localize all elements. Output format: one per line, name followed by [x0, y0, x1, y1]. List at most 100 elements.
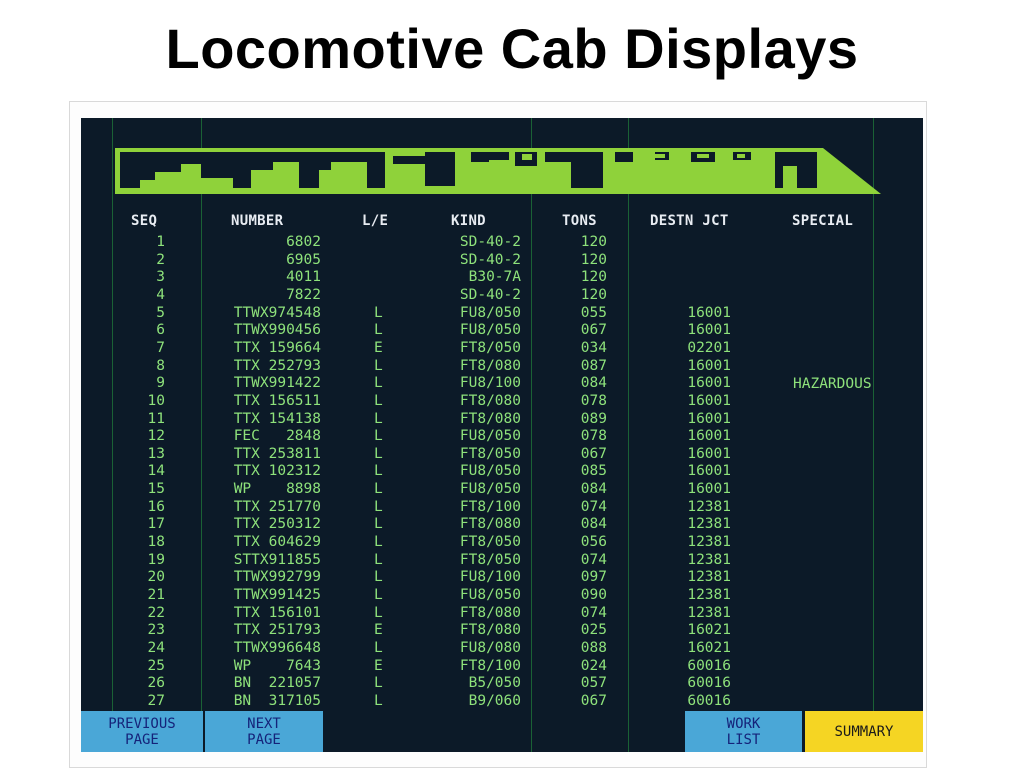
row-kind: FU8/050 — [459, 322, 521, 339]
row-destn-jct: 16001 — [687, 463, 731, 480]
row-number: WP 8898 — [233, 481, 321, 498]
row-number: TTWX974548 — [233, 304, 321, 321]
column-header-destn-jct: DESTN JCT — [650, 213, 729, 229]
row-kind: FT8/080 — [459, 392, 521, 409]
row-destn-jct: 02201 — [687, 339, 731, 356]
table-row: 2 6905 SD-40-2 120 — [81, 251, 923, 269]
row-tons: 067 — [580, 445, 607, 462]
row-destn-jct: 16001 — [687, 445, 731, 462]
column-header-seq: SEQ — [131, 213, 158, 229]
table-row: 5 TTWX974548 L FU8/050 055 16001 — [81, 304, 923, 322]
row-seq: 14 — [147, 463, 165, 480]
row-kind: FT8/080 — [459, 604, 521, 621]
row-kind: FT8/080 — [459, 516, 521, 533]
slide-title: Locomotive Cab Displays — [165, 17, 859, 80]
row-le: L — [374, 375, 383, 392]
row-number: TTX 159664 — [233, 339, 321, 356]
row-tons: 078 — [580, 428, 607, 445]
row-destn-jct: 16001 — [687, 410, 731, 427]
row-seq: 24 — [147, 639, 165, 656]
row-kind: FT8/050 — [459, 339, 521, 356]
row-destn-jct: 16001 — [687, 322, 731, 339]
row-kind: FT8/100 — [459, 657, 521, 674]
row-tons: 084 — [580, 516, 607, 533]
row-kind: SD-40-2 — [459, 251, 521, 268]
row-seq: 3 — [156, 269, 165, 286]
row-destn-jct: 16021 — [687, 622, 731, 639]
row-kind: FT8/050 — [459, 534, 521, 551]
previous-page-button[interactable]: PREVIOUS PAGE — [81, 711, 203, 752]
table-row: 14 TTX 102312 L FU8/050 085 16001 — [81, 462, 923, 480]
summary-button[interactable]: SUMMARY — [805, 711, 923, 752]
row-number: TTX 156511 — [233, 392, 321, 409]
row-seq: 10 — [147, 392, 165, 409]
train-consist-diagram — [115, 148, 881, 194]
row-seq: 11 — [147, 410, 165, 427]
row-tons: 097 — [580, 569, 607, 586]
row-kind: B30-7A — [468, 269, 521, 286]
row-tons: 024 — [580, 657, 607, 674]
row-seq: 2 — [156, 251, 165, 268]
row-tons: 025 — [580, 622, 607, 639]
work-list-button[interactable]: WORK LIST — [685, 711, 802, 752]
row-kind: FU8/100 — [459, 569, 521, 586]
row-tons: 067 — [580, 322, 607, 339]
row-destn-jct: 60016 — [687, 657, 731, 674]
table-row: 20 TTWX992799 L FU8/100 097 12381 — [81, 568, 923, 586]
row-destn-jct: 16001 — [687, 481, 731, 498]
scanline — [628, 118, 629, 752]
row-seq: 17 — [147, 516, 165, 533]
column-header-tons: TONS — [562, 213, 597, 229]
column-header-le: L/E — [362, 213, 389, 229]
row-tons: 055 — [580, 304, 607, 321]
row-seq: 4 — [156, 286, 165, 303]
row-kind: B9/060 — [468, 692, 521, 709]
row-number: TTWX992799 — [233, 569, 321, 586]
row-le: L — [374, 692, 383, 709]
scanline — [112, 118, 113, 752]
scanline — [873, 118, 874, 752]
row-tons: 034 — [580, 339, 607, 356]
row-tons: 087 — [580, 357, 607, 374]
row-kind: FU8/050 — [459, 481, 521, 498]
row-destn-jct: 16001 — [687, 357, 731, 374]
row-destn-jct: 16001 — [687, 304, 731, 321]
row-destn-jct: 12381 — [687, 498, 731, 515]
table-row: 1 6802 SD-40-2 120 — [81, 233, 923, 251]
row-number: 6905 — [286, 251, 321, 268]
scanline — [531, 118, 532, 752]
row-le: L — [374, 481, 383, 498]
next-page-button[interactable]: NEXT PAGE — [205, 711, 323, 752]
row-seq: 18 — [147, 534, 165, 551]
row-destn-jct: 16001 — [687, 428, 731, 445]
column-header-kind: KIND — [451, 213, 486, 229]
row-destn-jct: 12381 — [687, 587, 731, 603]
row-kind: FT8/050 — [459, 551, 521, 568]
table-row: 18 TTX 604629 L FT8/050 056 12381 — [81, 533, 923, 551]
row-tons: 089 — [580, 410, 607, 427]
row-number: TTX 251770 — [233, 498, 321, 515]
row-number: BN 317105 — [233, 692, 321, 709]
column-header-number: NUMBER — [231, 213, 284, 229]
table-row: 7 TTX 159664 E FT8/050 034 02201 — [81, 339, 923, 357]
table-row: 13 TTX 253811 L FT8/050 067 16001 — [81, 445, 923, 463]
row-destn-jct: 16001 — [687, 375, 731, 392]
row-kind: FU8/080 — [459, 639, 521, 656]
row-seq: 5 — [156, 304, 165, 321]
row-number: TTX 604629 — [233, 534, 321, 551]
row-le: L — [374, 410, 383, 427]
row-number: TTX 251793 — [233, 622, 321, 639]
row-destn-jct: 12381 — [687, 516, 731, 533]
row-seq: 13 — [147, 445, 165, 462]
row-number: TTWX990456 — [233, 322, 321, 339]
table-row: 8 TTX 252793 L FT8/080 087 16001 — [81, 357, 923, 375]
row-number: TTX 250312 — [233, 516, 321, 533]
row-tons: 078 — [580, 392, 607, 409]
row-le: L — [374, 392, 383, 409]
table-row: 16 TTX 251770 L FT8/100 074 12381 — [81, 498, 923, 516]
row-kind: SD-40-2 — [459, 234, 521, 250]
row-le: L — [374, 463, 383, 480]
row-tons: 084 — [580, 375, 607, 392]
row-kind: FU8/100 — [459, 375, 521, 392]
row-le: L — [374, 587, 383, 603]
